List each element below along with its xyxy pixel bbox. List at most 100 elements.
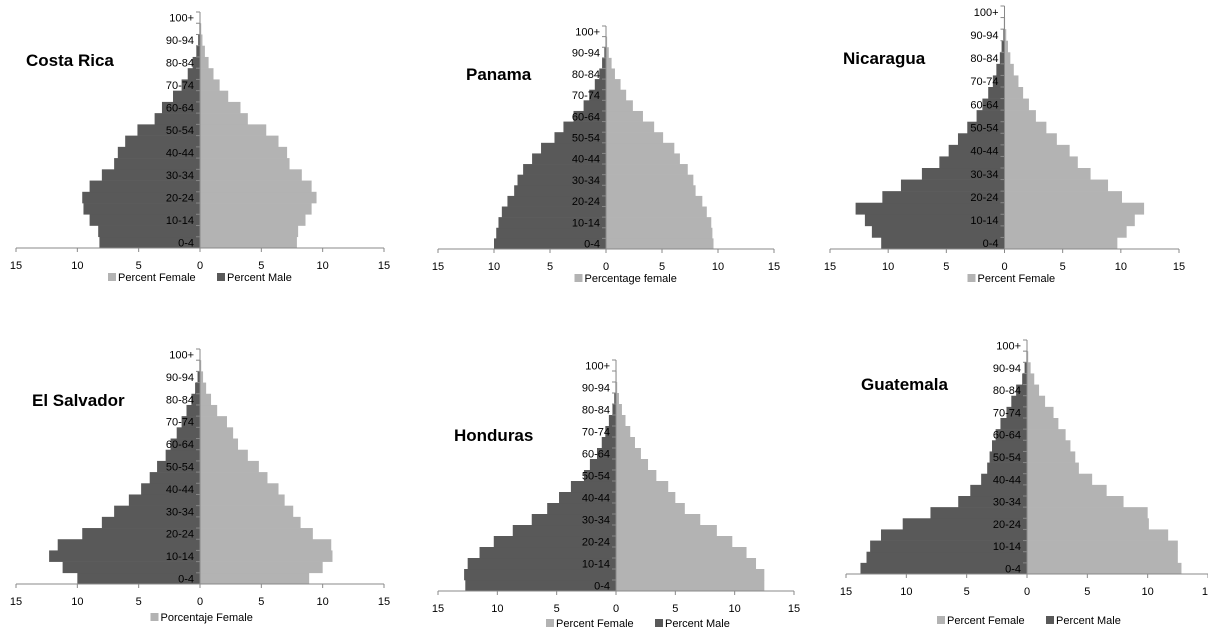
bar-female-35-39	[1004, 156, 1078, 169]
age-label: 40-44	[572, 154, 600, 166]
bar-male-65-69	[583, 100, 606, 112]
bar-female-60-64	[616, 448, 641, 460]
bar-male-5-9	[464, 569, 616, 581]
x-tick-label: 15	[824, 261, 836, 273]
bar-male-30-34	[921, 168, 1005, 180]
bar-male-10-14	[498, 217, 606, 229]
bar-male-45-49	[149, 472, 200, 484]
bar-female-30-34	[1004, 168, 1091, 180]
bar-male-75-79	[608, 415, 616, 427]
age-label: 10-14	[993, 541, 1021, 553]
bar-male-25-29	[900, 179, 1005, 192]
bar-male-40-44	[559, 492, 616, 504]
bar-male-55-59	[976, 110, 1005, 123]
bar-male-10-14	[49, 550, 201, 562]
bar-male-10-14	[89, 214, 200, 226]
bar-female-30-34	[200, 169, 302, 181]
bar-female-50-54	[200, 124, 267, 136]
age-label: 70-74	[993, 407, 1021, 419]
legend: Percent Female Percent Male	[937, 615, 1121, 627]
bar-female-5-9	[200, 225, 299, 238]
age-label: 0-4	[594, 581, 610, 593]
legend-swatch	[217, 273, 225, 281]
bar-male-0-4	[860, 562, 1027, 575]
bar-female-60-64	[200, 101, 241, 114]
x-tick-label: 10	[71, 260, 83, 272]
bar-male-35-39	[128, 494, 200, 506]
bar-female-85-89	[200, 45, 205, 58]
bar-male-15-19	[83, 203, 200, 215]
bar-female-10-14	[606, 217, 712, 229]
age-label: 60-64	[993, 430, 1021, 442]
bar-female-80-84	[616, 404, 622, 416]
bar-female-10-14	[616, 558, 757, 570]
bar-female-20-24	[200, 191, 317, 204]
bar-female-10-14	[200, 550, 333, 562]
bar-male-40-44	[532, 153, 606, 165]
age-label: 10-14	[582, 559, 610, 571]
bar-male-5-9	[98, 225, 200, 238]
age-label: 60-64	[166, 439, 194, 451]
age-label: 100+	[169, 350, 194, 362]
legend: Percent Female Percent Male	[108, 272, 292, 284]
bar-female-30-34	[606, 174, 694, 186]
bar-male-30-34	[531, 514, 616, 526]
age-label: 0-4	[178, 573, 194, 585]
bar-female-90-94	[200, 34, 203, 47]
bar-female-40-44	[1004, 144, 1070, 157]
age-label: 40-44	[970, 146, 998, 158]
bar-female-50-54	[1004, 121, 1047, 134]
bar-female-0-4	[616, 580, 765, 592]
age-label: 90-94	[166, 372, 194, 384]
age-label: 90-94	[166, 35, 194, 47]
pyramid-chart-nicaragua: 0-4 10-14 20-24 30-34 40-44 50-54 60-64 70-74 80…	[824, 5, 1185, 285]
bar-male-60-64	[170, 438, 200, 451]
age-label: 50-54	[970, 123, 998, 135]
bar-male-10-14	[870, 540, 1027, 553]
bar-male-30-34	[101, 169, 200, 181]
bar-male-45-49	[957, 133, 1005, 146]
age-label: 80-84	[572, 69, 600, 81]
bar-male-85-89	[195, 382, 200, 395]
x-tick-label: 10	[900, 586, 912, 598]
bar-female-90-94	[1004, 29, 1007, 42]
age-label: 50-54	[582, 471, 610, 483]
bar-female-50-54	[200, 460, 259, 473]
bar-male-5-9	[871, 225, 1005, 238]
age-label: 30-34	[993, 497, 1021, 509]
bar-male-60-64	[161, 101, 200, 114]
bar-female-70-74	[1027, 406, 1054, 419]
bar-female-5-9	[1004, 225, 1127, 238]
bar-male-35-39	[547, 503, 616, 515]
bar-female-75-79	[616, 415, 626, 427]
legend-entry: Percent Male	[665, 618, 730, 630]
bar-male-40-44	[141, 483, 200, 495]
bar-female-85-89	[1027, 373, 1035, 385]
age-label: 0-4	[1005, 563, 1021, 575]
legend-entry: Percentage female	[585, 273, 677, 285]
x-tick-label: 15	[432, 603, 444, 615]
bar-female-70-74	[200, 416, 227, 428]
age-label: 70-74	[582, 427, 610, 439]
x-tick-label: 5	[1060, 261, 1066, 273]
bar-male-0-4	[465, 580, 616, 592]
x-tick-label: 10	[71, 596, 83, 608]
pyramid-chart-guatemala: 0-4 10-14 20-24 30-34 40-44 50-54 60-64 70-74 80…	[840, 339, 1208, 627]
legend: Porcentaje Female	[150, 612, 253, 624]
bar-male-65-69	[173, 90, 200, 103]
bar-female-85-89	[1004, 40, 1008, 53]
bar-male-55-59	[165, 449, 200, 462]
age-label: 10-14	[970, 215, 998, 227]
bar-male-75-79	[594, 79, 606, 91]
bar-male-10-14	[467, 558, 616, 570]
bar-female-60-64	[606, 110, 643, 122]
bar-male-5-9	[62, 561, 200, 574]
x-tick-label: 15	[840, 586, 852, 598]
x-tick-label: 5	[943, 261, 949, 273]
age-label: 90-94	[970, 30, 998, 42]
bar-male-60-64	[982, 98, 1005, 111]
age-label: 60-64	[572, 111, 600, 123]
bar-female-5-9	[1027, 551, 1178, 564]
x-tick-label: 5	[554, 603, 560, 615]
legend-swatch	[655, 619, 663, 627]
